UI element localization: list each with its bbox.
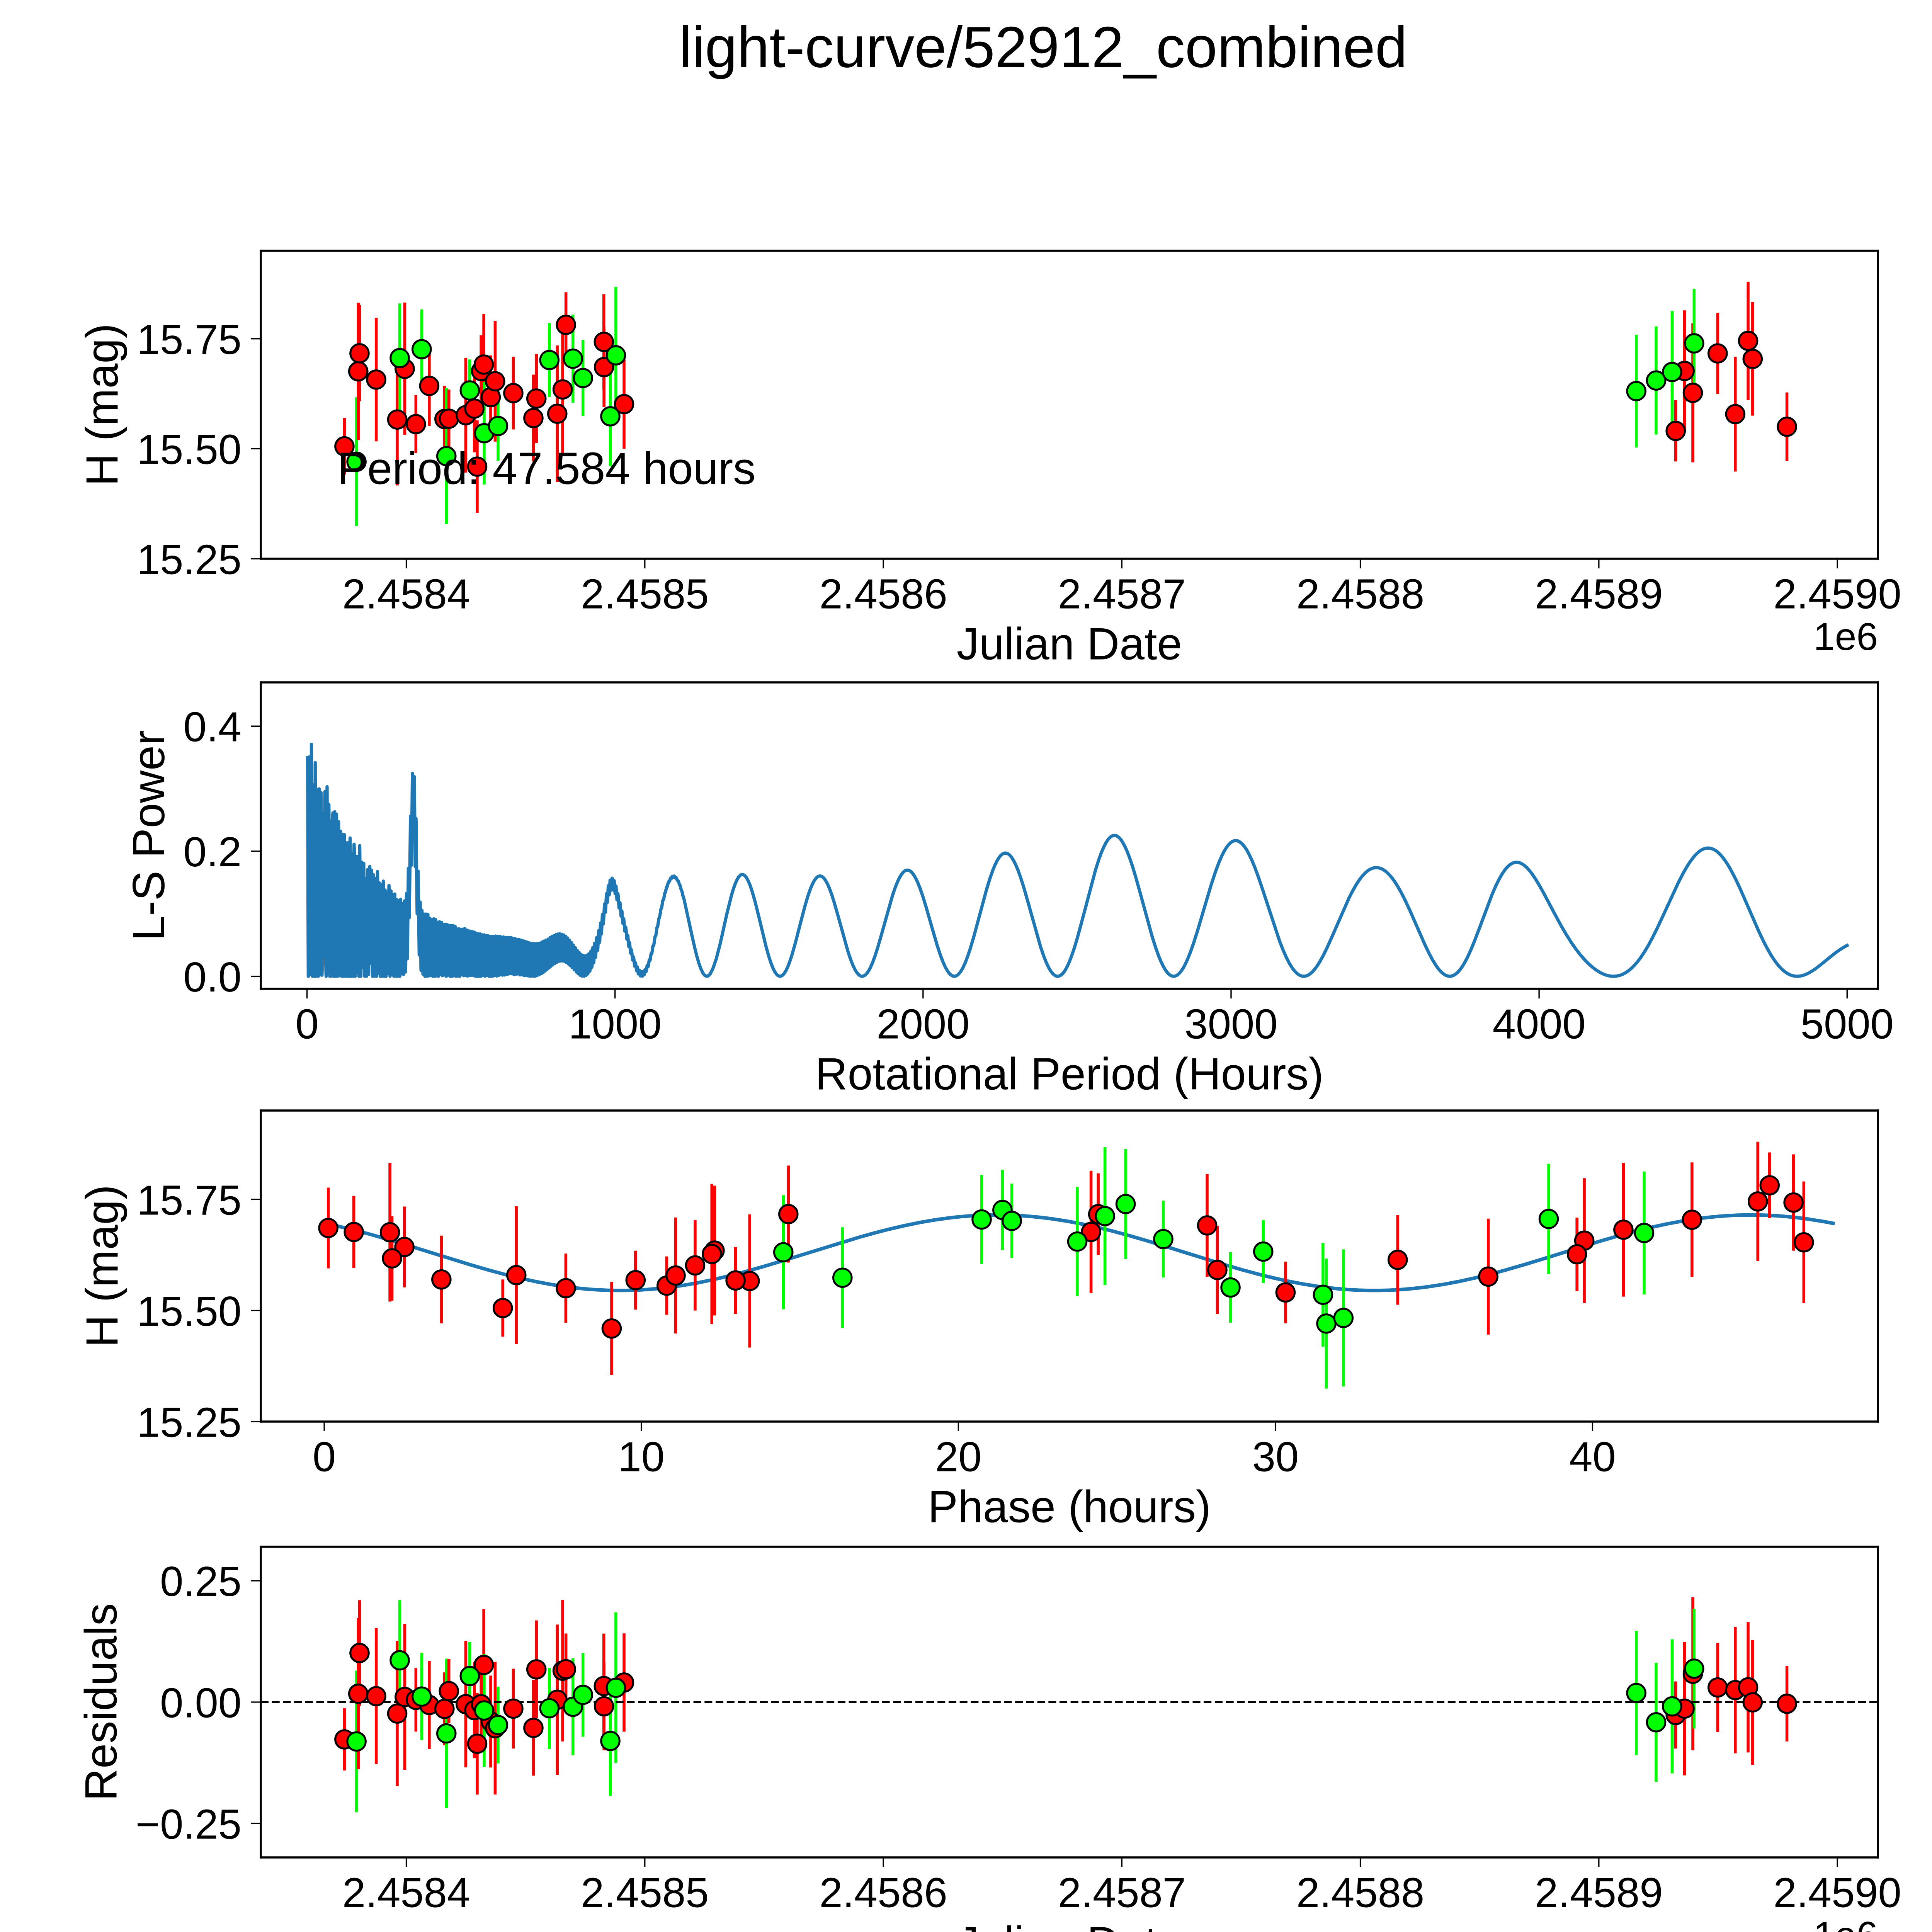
svg-text:5000: 5000 [1801, 1001, 1894, 1048]
svg-text:Phase (hours): Phase (hours) [928, 1481, 1211, 1532]
svg-text:L-S Power: L-S Power [123, 730, 174, 941]
svg-text:10: 10 [618, 1434, 665, 1480]
svg-text:0.2: 0.2 [183, 828, 242, 875]
svg-text:2.4589: 2.4589 [1535, 571, 1663, 617]
svg-text:0: 0 [295, 1001, 318, 1048]
svg-text:4000: 4000 [1493, 1001, 1586, 1048]
svg-text:−0.25: −0.25 [136, 1801, 242, 1847]
svg-text:20: 20 [935, 1434, 982, 1480]
svg-text:Period: 47.584 hours: Period: 47.584 hours [337, 443, 756, 493]
svg-text:0.00: 0.00 [160, 1679, 242, 1726]
svg-text:2.4584: 2.4584 [342, 1869, 470, 1916]
svg-text:1e6: 1e6 [1813, 1914, 1878, 1932]
svg-text:15.75: 15.75 [137, 1177, 242, 1223]
svg-text:2.4590: 2.4590 [1773, 571, 1901, 617]
svg-text:0.0: 0.0 [183, 954, 242, 1000]
svg-text:2.4589: 2.4589 [1535, 1869, 1663, 1916]
svg-text:2000: 2000 [876, 1001, 969, 1048]
svg-text:2.4588: 2.4588 [1296, 571, 1424, 617]
svg-text:2.4588: 2.4588 [1296, 1869, 1424, 1916]
svg-text:light-curve/52912_combined: light-curve/52912_combined [679, 15, 1408, 80]
svg-text:2.4585: 2.4585 [581, 571, 709, 617]
svg-text:15.25: 15.25 [137, 536, 242, 583]
svg-text:Rotational Period (Hours): Rotational Period (Hours) [815, 1049, 1323, 1099]
svg-text:15.50: 15.50 [137, 1288, 242, 1335]
svg-text:Julian Date: Julian Date [957, 619, 1182, 669]
svg-text:40: 40 [1569, 1434, 1616, 1480]
svg-text:0.4: 0.4 [183, 704, 242, 750]
svg-text:Julian Date: Julian Date [957, 1917, 1182, 1932]
svg-text:3000: 3000 [1185, 1001, 1278, 1048]
svg-text:2.4590: 2.4590 [1773, 1869, 1901, 1916]
svg-text:30: 30 [1252, 1434, 1299, 1480]
svg-text:15.75: 15.75 [137, 316, 242, 363]
svg-text:2.4586: 2.4586 [819, 571, 947, 617]
svg-text:1e6: 1e6 [1813, 615, 1878, 658]
svg-text:15.50: 15.50 [137, 426, 242, 473]
svg-text:Residuals: Residuals [76, 1603, 126, 1801]
svg-text:2.4584: 2.4584 [342, 571, 470, 617]
svg-text:H (mag): H (mag) [77, 323, 128, 486]
svg-text:H (mag): H (mag) [77, 1185, 128, 1347]
svg-text:0.25: 0.25 [160, 1558, 242, 1605]
svg-text:2.4587: 2.4587 [1058, 571, 1186, 617]
svg-text:2.4585: 2.4585 [581, 1869, 709, 1916]
svg-text:1000: 1000 [568, 1001, 662, 1048]
svg-text:15.25: 15.25 [137, 1399, 242, 1446]
svg-text:2.4587: 2.4587 [1058, 1869, 1186, 1916]
svg-text:0: 0 [313, 1434, 336, 1480]
svg-text:2.4586: 2.4586 [819, 1869, 947, 1916]
